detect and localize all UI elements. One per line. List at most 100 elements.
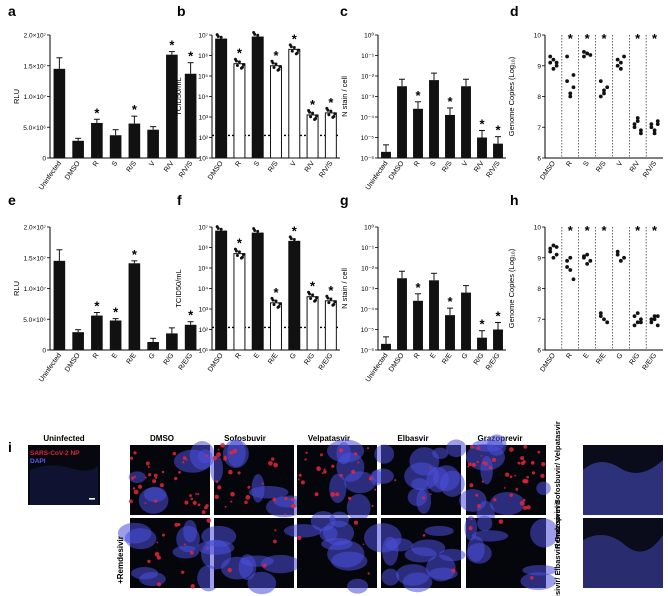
data-point-d [632, 125, 637, 130]
dapi-cluster [530, 518, 559, 548]
y-axis-label-g: N stain / cell [340, 268, 349, 309]
x-tick-label-c: R/V [473, 160, 486, 174]
data-point-f [309, 297, 313, 300]
significance-star-e: * [113, 305, 119, 320]
data-point-d [554, 63, 559, 68]
np-signal [182, 461, 185, 464]
data-point-d [598, 94, 603, 99]
dapi-cluster [336, 452, 365, 482]
data-point-b [329, 109, 333, 113]
np-signal [517, 461, 521, 465]
np-signal [523, 505, 528, 510]
data-point-h [565, 265, 569, 269]
np-signal [205, 454, 208, 458]
panel-label-f: f [177, 192, 182, 208]
bar-c [413, 108, 423, 158]
data-point-f [311, 293, 315, 297]
np-signal [350, 469, 356, 475]
bar-e [91, 315, 103, 350]
bar-e [166, 333, 178, 350]
significance-star-b: * [273, 48, 279, 63]
data-point-f [326, 296, 330, 300]
y-tick-label-g: 10⁻⁶ [361, 348, 375, 355]
data-point-d [618, 60, 623, 65]
bar-b [324, 112, 337, 159]
np-signal [321, 472, 324, 474]
np-signal [195, 492, 198, 495]
dapi-cluster [371, 468, 394, 484]
x-tick-label-a: DMSO [64, 160, 82, 182]
np-signal [220, 442, 225, 448]
significance-star-b: * [292, 31, 298, 46]
combo-label-1: Remdesivir/ Sofosbuvir/ Velpatasvir [553, 421, 562, 549]
dapi-cluster [210, 455, 224, 483]
chart-d: 6 7 8 9 10 Genome Copies (Log₁₀) * * * * * DMSO R S R/… [507, 31, 663, 181]
y-tick-label-b: 10³ [199, 115, 209, 122]
significance-star-a: * [188, 49, 194, 64]
x-tick-label-a: R/S [126, 160, 139, 174]
x-tick-label-g: R/G [473, 352, 486, 366]
panel-label-b: b [177, 3, 186, 19]
y-tick-label-d: 7 [537, 125, 541, 132]
data-point-h [554, 252, 559, 257]
data-point-d [615, 63, 620, 68]
y-tick-label-h: 8 [537, 286, 541, 293]
data-point-h [622, 255, 626, 260]
y-axis-label-b: TCID50/mL [174, 77, 183, 115]
dapi-cluster [139, 571, 166, 587]
np-signal [268, 460, 273, 466]
np-signal [273, 539, 277, 544]
np-signal [227, 567, 232, 573]
data-point-f [256, 229, 260, 233]
data-point-d [571, 85, 576, 90]
combo-label-1-line: Remdesivir/ Sofosbuvir/ Velpatasvir [553, 421, 562, 549]
x-tick-label-a: R [92, 160, 101, 168]
significance-star-d: * [652, 31, 658, 46]
x-tick-label-g: R [413, 352, 422, 360]
np-signal [133, 451, 137, 455]
np-signal [291, 503, 296, 509]
data-point-d [551, 66, 556, 71]
significance-star-h: * [652, 223, 658, 238]
np-signal [245, 495, 251, 500]
x-tick-label-d: R/V/S [642, 160, 658, 179]
data-point-f [219, 227, 223, 231]
data-point-f [314, 298, 318, 302]
x-tick-label-a: R/V [163, 160, 176, 174]
dapi-cluster [128, 471, 146, 483]
data-point-d [635, 116, 640, 120]
np-signal [261, 482, 264, 485]
np-signal [475, 493, 479, 497]
y-axis-label-a: RLU [12, 89, 21, 104]
np-signal [537, 450, 541, 454]
panel-label-i: i [8, 439, 12, 455]
data-point-h [639, 320, 643, 325]
y-tick-label-e: 2.0×10⁷ [24, 225, 47, 232]
x-tick-label-b: R/V [304, 160, 317, 174]
np-signal [429, 493, 432, 496]
dapi-cluster [409, 447, 440, 476]
x-tick-label-e: R/E [126, 352, 139, 366]
data-point-f [240, 255, 244, 259]
bar-f [306, 296, 319, 351]
data-point-h [618, 258, 623, 263]
np-signal [129, 456, 134, 460]
np-signal [212, 455, 218, 461]
data-point-h [639, 317, 643, 322]
np-signal [230, 491, 235, 497]
x-tick-label-f: R/E/G [318, 352, 335, 372]
significance-star-c: * [495, 123, 501, 138]
uninfected-cell-texture [30, 465, 98, 505]
y-tick-label-b: 10⁷ [198, 33, 208, 40]
dapi-cluster [327, 540, 365, 568]
np-signal [205, 504, 209, 508]
data-point-b [278, 65, 282, 69]
significance-star-g: * [415, 280, 421, 295]
x-tick-label-c: R/V/S [485, 160, 501, 179]
x-tick-label-b: S [253, 160, 262, 168]
chart-f: 10¹ 10² 10³ 10⁴ 10⁵ 10⁶ 10⁷ TCID50/mL * * * * * DMSO R… [174, 223, 340, 373]
np-signal [469, 444, 474, 449]
np-signal [229, 450, 234, 455]
significance-star-a: * [94, 105, 100, 120]
y-tick-label-g: 10⁰ [364, 224, 374, 232]
